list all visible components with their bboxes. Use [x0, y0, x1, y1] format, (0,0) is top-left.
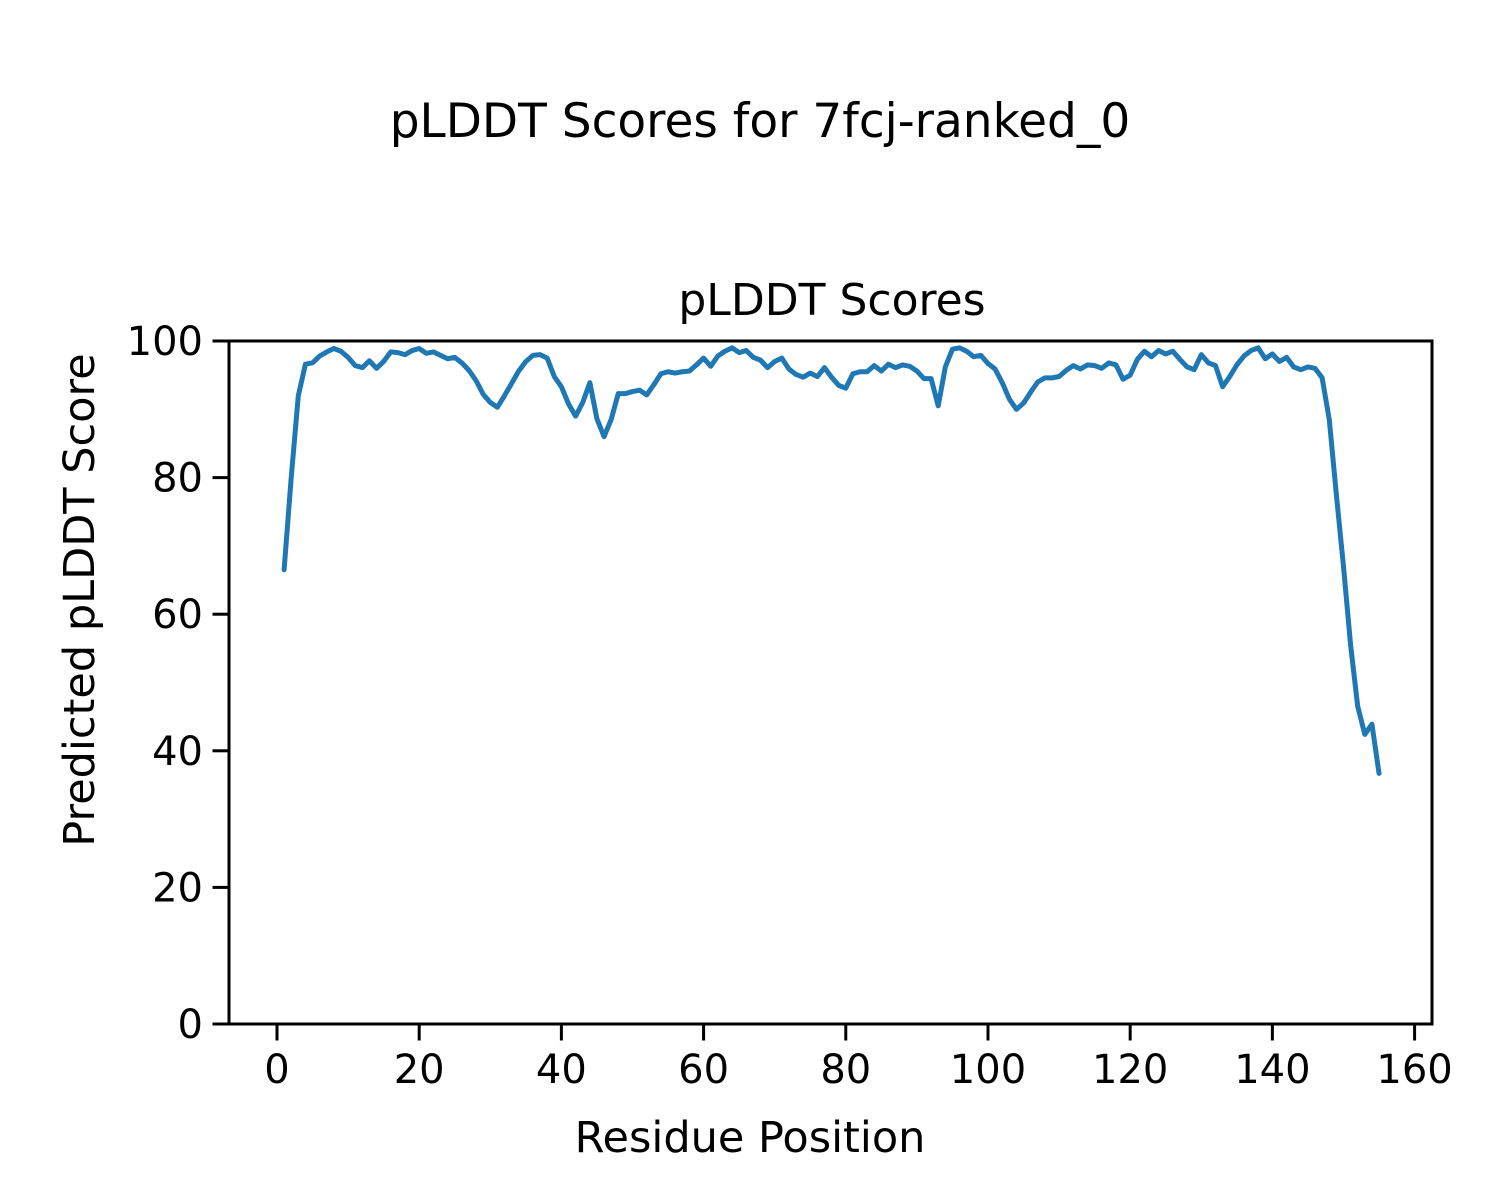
x-tick-label: 120 [1092, 1047, 1168, 1093]
y-tick-label: 100 [127, 319, 203, 365]
y-tick-label: 20 [152, 865, 203, 911]
x-tick-label: 80 [820, 1047, 871, 1093]
figure-title: pLDDT Scores for 7fcj-ranked_0 [390, 94, 1131, 149]
x-tick-label: 60 [678, 1047, 729, 1093]
axes-title: pLDDT Scores [678, 275, 985, 326]
y-tick-label: 40 [152, 729, 203, 775]
x-axis-label: Residue Position [575, 1113, 926, 1163]
x-tick-label: 160 [1376, 1047, 1452, 1093]
x-tick-label: 140 [1234, 1047, 1310, 1093]
x-tick-label: 100 [950, 1047, 1026, 1093]
data-line-layer [281, 345, 1382, 776]
y-tick-label: 80 [152, 456, 203, 502]
x-tick-label: 40 [536, 1047, 587, 1093]
y-tick-label: 60 [152, 592, 203, 638]
x-tick-label: 0 [264, 1047, 289, 1093]
y-axis-label: Predicted pLDDT Score [55, 353, 105, 846]
axis-tick-labels: 0 20 40 60 80 100 120 140 160 0 20 40 60 80 100 [127, 319, 1453, 1093]
axis-ticks [212, 339, 1417, 1041]
y-tick-label: 0 [178, 1002, 203, 1048]
plddt-line [281, 345, 1382, 776]
plot-area-border [227, 339, 1434, 1026]
x-tick-label: 20 [394, 1047, 445, 1093]
